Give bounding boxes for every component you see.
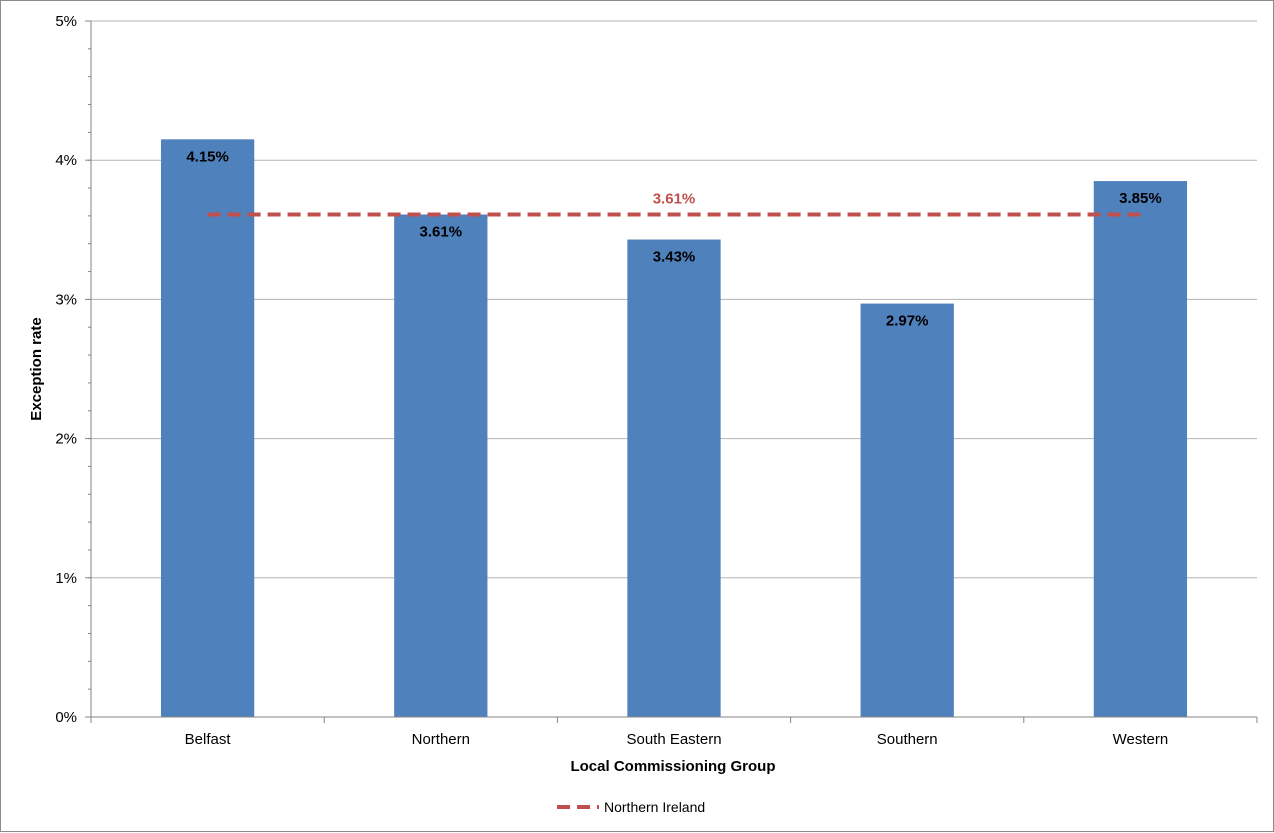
bar-value-label: 4.15% [186, 148, 229, 165]
y-tick-label: 5% [55, 13, 77, 30]
bar [160, 139, 255, 717]
reference-line-label: 3.61% [653, 190, 696, 207]
y-tick-label: 3% [55, 291, 77, 308]
y-tick-label: 0% [55, 709, 77, 726]
bar-value-label: 2.97% [886, 313, 929, 330]
x-tick-label: Belfast [185, 731, 232, 748]
axes: 0% 1% 2% 3% 4% 5% Belfast Northern South Eastern… [55, 13, 1258, 748]
y-tick-label: 4% [55, 152, 77, 169]
bar [627, 239, 721, 717]
legend: Northern Ireland [557, 799, 705, 815]
y-axis-title: Exception rate [28, 317, 45, 420]
reference-line-group: 3.61% [207, 190, 1141, 217]
bars [160, 139, 1188, 717]
bar [394, 214, 488, 717]
x-tick-label: Southern [877, 731, 938, 748]
y-tick-label: 2% [55, 431, 77, 448]
data-labels: 4.15% 3.61% 3.43% 2.97% 3.85% [186, 148, 1161, 329]
bar [860, 303, 954, 717]
bar [1093, 181, 1188, 717]
bar-value-label: 3.61% [420, 223, 463, 240]
x-tick-label: Western [1113, 731, 1169, 748]
x-axis-title: Local Commissioning Group [570, 758, 775, 775]
bar-value-label: 3.43% [653, 249, 696, 266]
x-tick-label: South Eastern [626, 731, 721, 748]
legend-label: Northern Ireland [604, 799, 705, 815]
x-tick-label: Northern [412, 731, 470, 748]
bar-value-label: 3.85% [1119, 190, 1162, 207]
y-tick-label: 1% [55, 570, 77, 587]
